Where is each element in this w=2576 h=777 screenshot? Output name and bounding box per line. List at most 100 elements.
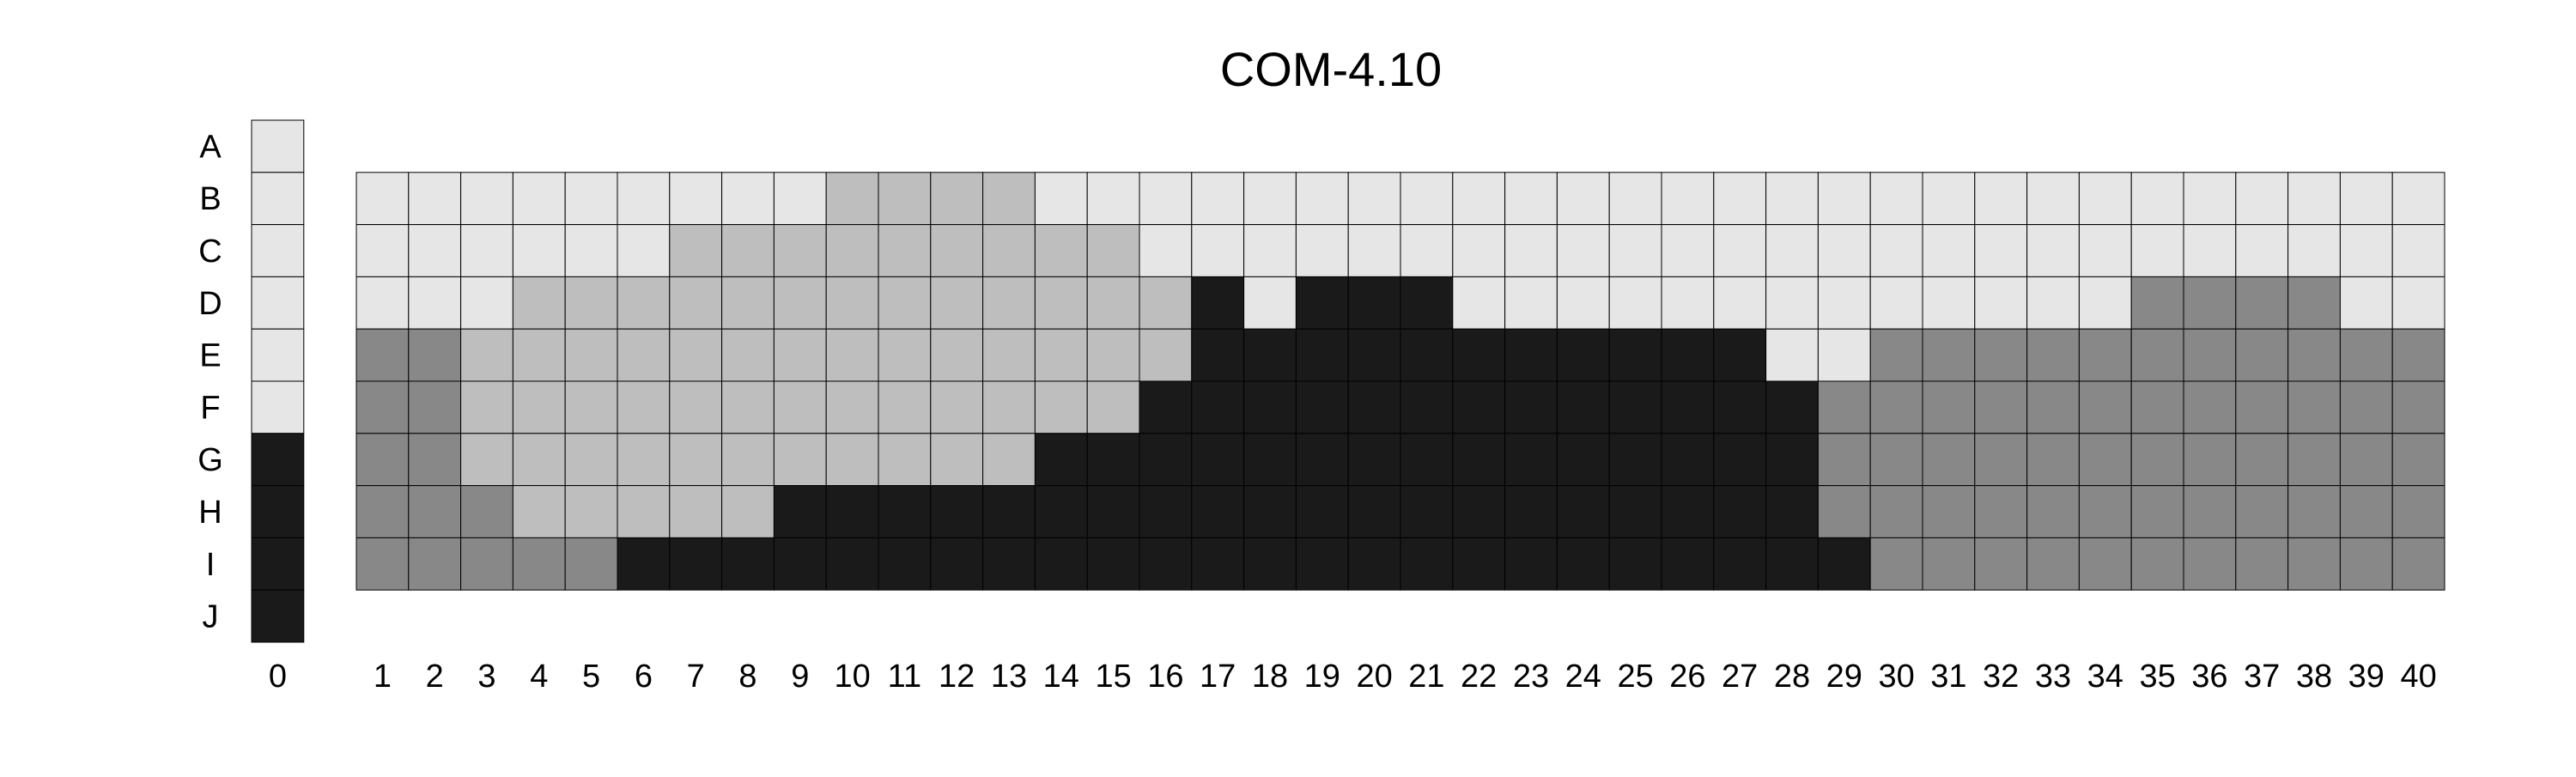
- cell-F-6: [617, 380, 671, 434]
- column-label-12: 12: [939, 659, 975, 695]
- column-label-17: 17: [1200, 659, 1236, 695]
- cell-E-24: [1556, 328, 1610, 382]
- ref-cell-G: [251, 433, 305, 487]
- column-label-0: 0: [269, 659, 287, 695]
- cell-I-22: [1452, 537, 1506, 591]
- cell-I-18: [1243, 537, 1297, 591]
- cell-G-38: [2287, 433, 2341, 487]
- cell-G-10: [825, 433, 879, 487]
- column-label-2: 2: [426, 659, 444, 695]
- cell-F-25: [1608, 380, 1662, 434]
- cell-I-9: [773, 537, 827, 591]
- cell-G-4: [512, 433, 566, 487]
- cell-G-9: [773, 433, 827, 487]
- column-label-37: 37: [2244, 659, 2280, 695]
- cell-C-5: [564, 224, 618, 277]
- cell-F-15: [1086, 380, 1140, 434]
- cell-H-2: [408, 485, 462, 538]
- cell-E-13: [982, 328, 1036, 382]
- column-label-13: 13: [991, 659, 1027, 695]
- cell-I-24: [1556, 537, 1610, 591]
- cell-D-30: [1869, 276, 1923, 330]
- cell-C-26: [1661, 224, 1715, 277]
- cell-G-6: [617, 433, 671, 487]
- cell-B-20: [1347, 172, 1401, 226]
- cell-D-32: [1974, 276, 2028, 330]
- cell-E-12: [930, 328, 984, 382]
- cell-D-17: [1191, 276, 1245, 330]
- cell-C-28: [1765, 224, 1819, 277]
- cell-H-4: [512, 485, 566, 538]
- cell-E-22: [1452, 328, 1506, 382]
- cell-H-11: [878, 485, 932, 538]
- cell-G-3: [460, 433, 513, 487]
- cell-B-26: [1661, 172, 1715, 226]
- cell-B-29: [1817, 172, 1871, 226]
- cell-D-40: [2391, 276, 2445, 330]
- cell-E-11: [878, 328, 932, 382]
- cell-E-37: [2235, 328, 2289, 382]
- cell-C-40: [2391, 224, 2445, 277]
- column-label-11: 11: [888, 659, 921, 695]
- ref-cell-F: [251, 380, 305, 434]
- cell-E-8: [721, 328, 775, 382]
- cell-I-5: [564, 537, 618, 591]
- cell-E-25: [1608, 328, 1662, 382]
- cell-H-31: [1922, 485, 1976, 538]
- cell-F-36: [2183, 380, 2237, 434]
- cell-C-6: [617, 224, 671, 277]
- cell-I-28: [1765, 537, 1819, 591]
- cell-F-14: [1034, 380, 1088, 434]
- cell-H-39: [2339, 485, 2393, 538]
- cell-D-6: [617, 276, 671, 330]
- cell-G-34: [2078, 433, 2132, 487]
- cell-B-34: [2078, 172, 2132, 226]
- cell-F-29: [1817, 380, 1871, 434]
- cell-I-32: [1974, 537, 2028, 591]
- cell-C-27: [1713, 224, 1767, 277]
- column-label-10: 10: [834, 659, 870, 695]
- cell-F-31: [1922, 380, 1976, 434]
- cell-C-23: [1504, 224, 1558, 277]
- cell-F-16: [1139, 380, 1193, 434]
- cell-D-3: [460, 276, 513, 330]
- cell-C-10: [825, 224, 879, 277]
- cell-I-16: [1139, 537, 1193, 591]
- column-label-18: 18: [1252, 659, 1288, 695]
- cell-F-7: [669, 380, 723, 434]
- cell-F-22: [1452, 380, 1506, 434]
- cell-F-30: [1869, 380, 1923, 434]
- cell-D-15: [1086, 276, 1140, 330]
- cell-E-36: [2183, 328, 2237, 382]
- cell-D-4: [512, 276, 566, 330]
- cell-F-13: [982, 380, 1036, 434]
- cell-I-34: [2078, 537, 2132, 591]
- cell-F-2: [408, 380, 462, 434]
- cell-H-8: [721, 485, 775, 538]
- cell-D-18: [1243, 276, 1297, 330]
- chart-title: COM-4.10: [1220, 42, 1442, 96]
- cell-F-26: [1661, 380, 1715, 434]
- cell-C-18: [1243, 224, 1297, 277]
- cell-I-1: [355, 537, 410, 591]
- cell-H-13: [982, 485, 1036, 538]
- cell-C-20: [1347, 224, 1401, 277]
- cell-B-31: [1922, 172, 1976, 226]
- column-label-24: 24: [1565, 659, 1601, 695]
- cell-I-27: [1713, 537, 1767, 591]
- cell-F-8: [721, 380, 775, 434]
- cell-G-2: [408, 433, 462, 487]
- cell-F-18: [1243, 380, 1297, 434]
- cell-H-19: [1295, 485, 1349, 538]
- cell-B-12: [930, 172, 984, 226]
- cell-E-6: [617, 328, 671, 382]
- cell-G-33: [2026, 433, 2080, 487]
- cell-E-28: [1765, 328, 1819, 382]
- cell-F-5: [564, 380, 618, 434]
- ref-cell-J: [251, 589, 305, 643]
- cell-I-17: [1191, 537, 1245, 591]
- cell-F-28: [1765, 380, 1819, 434]
- cell-I-37: [2235, 537, 2289, 591]
- cell-E-17: [1191, 328, 1245, 382]
- cell-I-15: [1086, 537, 1140, 591]
